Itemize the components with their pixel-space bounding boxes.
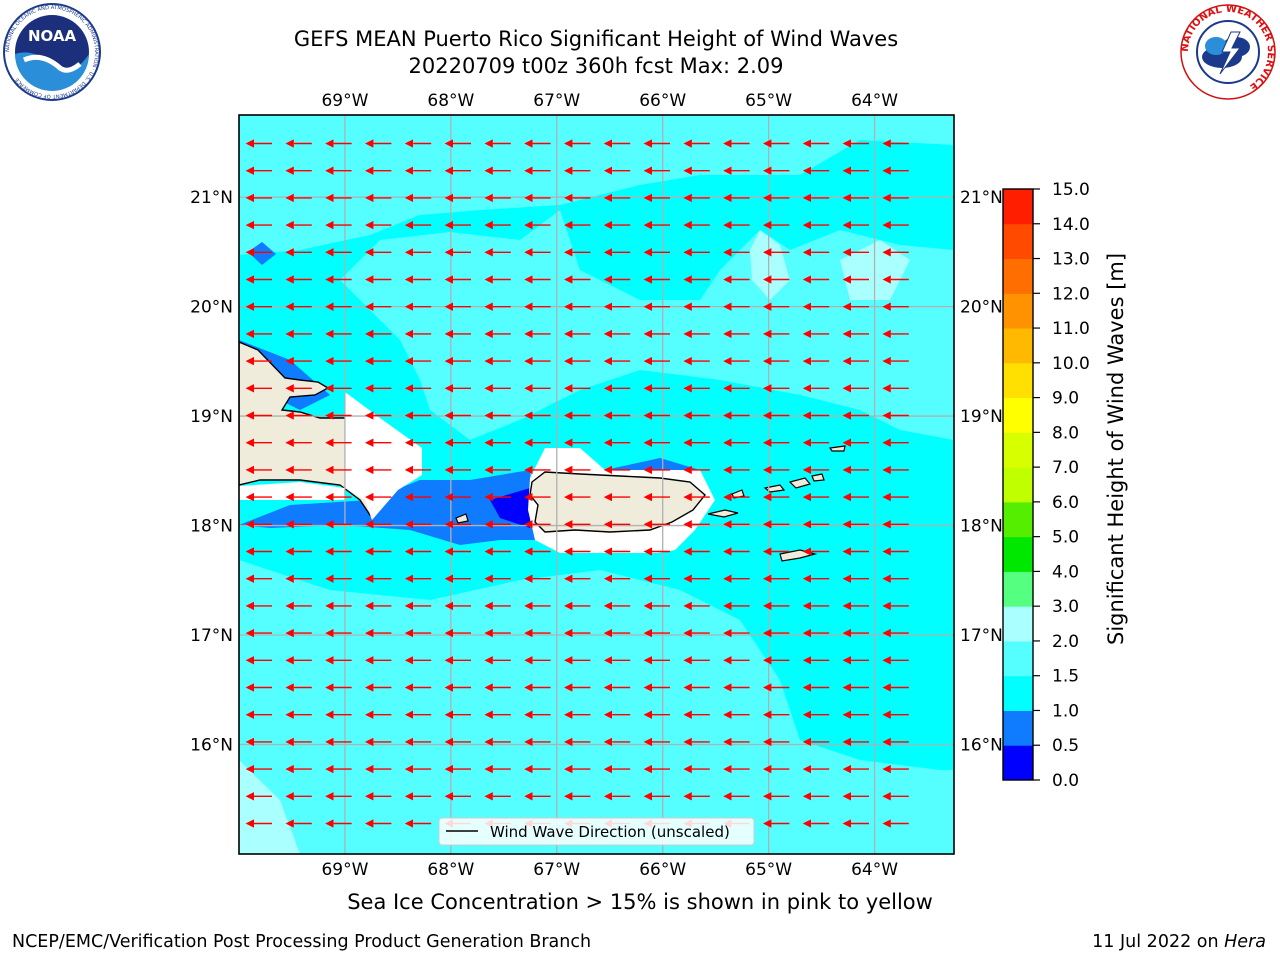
footer-date: 11 Jul 2022 on Hera — [1092, 932, 1266, 952]
lon-tick-label-bottom: 69°W — [321, 860, 368, 880]
lat-tick-labels-right: 21°N 20°N 19°N 18°N 17°N 16°N — [960, 188, 1003, 755]
colorbar-bin — [1003, 501, 1033, 538]
colorbar-bin — [1003, 675, 1033, 711]
colorbar-tick-label: 4.0 — [1052, 562, 1079, 582]
wave-direction-arrows — [245, 139, 909, 828]
land-mona-island — [455, 513, 469, 524]
colorbar-bin — [1003, 710, 1033, 746]
colorbar-tick-label: 2.0 — [1052, 632, 1079, 652]
colorbar-tick-label: 1.0 — [1052, 701, 1079, 721]
colorbar-tick-label: 5.0 — [1052, 528, 1079, 548]
colorbar-bin — [1003, 362, 1033, 399]
lat-tick-labels-left: 21°N 20°N 19°N 18°N 17°N 16°N — [190, 188, 233, 755]
land-virgin-islands — [731, 473, 825, 499]
colorbar-bin — [1003, 328, 1033, 364]
colorbar-tick-label: 13.0 — [1052, 250, 1090, 270]
sea-ice-note: Sea Ice Concentration > 15% is shown in … — [347, 890, 933, 914]
colorbar: 0.0 0.5 1.0 1.5 2.0 3.0 4.0 5.0 6.0 7.0 8.0 9.0 10.0… — [1003, 180, 1090, 791]
lat-tick-label-right: 20°N — [960, 298, 1003, 318]
title-line-1: GEFS MEAN Puerto Rico Significant Height… — [293, 27, 899, 51]
colorbar-bin — [1003, 571, 1033, 607]
lon-tick-labels-top: 69°W 68°W 67°W 66°W 65°W 64°W — [321, 91, 898, 111]
lon-tick-label-top: 69°W — [321, 91, 368, 111]
map-legend: Wind Wave Direction (unscaled) — [438, 817, 755, 846]
wave-field-2p0-northeast — [750, 230, 790, 300]
lon-tick-label-bottom: 65°W — [745, 860, 792, 880]
wave-field-2p0-southwest — [239, 760, 300, 854]
title-line-2: 20220709 t00z 360h fcst Max: 2.09 — [408, 54, 784, 78]
lon-tick-label-bottom: 67°W — [533, 860, 580, 880]
noaa-logo-text: NOAA — [28, 27, 77, 45]
lon-tick-label-top: 66°W — [639, 91, 686, 111]
colorbar-tick-label: 10.0 — [1052, 354, 1090, 374]
colorbar-tick-label: 3.0 — [1052, 597, 1079, 617]
colorbar-bin — [1003, 258, 1033, 294]
footer-host: Hera — [1224, 932, 1266, 952]
land-puerto-rico — [529, 471, 706, 533]
colorbar-tick-label: 0.5 — [1052, 736, 1079, 756]
lon-tick-label-top: 67°W — [533, 91, 580, 111]
lon-tick-labels-bottom: 69°W 68°W 67°W 66°W 65°W 64°W — [321, 860, 898, 880]
nws-logo: NATIONAL WEATHER SERVICE — [1180, 4, 1276, 100]
lat-tick-label-right: 18°N — [960, 517, 1003, 537]
legend-label: Wind Wave Direction (unscaled) — [490, 823, 730, 841]
lat-tick-label-right: 16°N — [960, 736, 1003, 756]
lon-tick-label-bottom: 66°W — [639, 860, 686, 880]
lat-tick-label-right: 17°N — [960, 626, 1003, 646]
colorbar-bin — [1003, 606, 1033, 642]
colorbar-tick-label: 11.0 — [1052, 319, 1090, 339]
wave-field-1p5-north — [239, 115, 954, 255]
wave-field-0p0-monapassage — [490, 488, 530, 528]
lon-tick-label-bottom: 64°W — [851, 860, 898, 880]
lat-tick-label-right: 19°N — [960, 407, 1003, 427]
map-frame — [238, 114, 955, 855]
lat-tick-label-left: 17°N — [190, 626, 233, 646]
noaa-logo: NOAA NATIONAL OCEANIC AND ATMOSPHERIC AD… — [3, 3, 101, 101]
colorbar-tick-label: 15.0 — [1052, 180, 1090, 200]
lat-tick-label-left: 19°N — [190, 407, 233, 427]
colorbar-tick-label: 0.0 — [1052, 771, 1079, 791]
chart-title: GEFS MEAN Puerto Rico Significant Height… — [246, 26, 946, 80]
colorbar-label: Significant Height of Wind Waves [m] — [1104, 252, 1128, 645]
colorbar-bin — [1003, 223, 1033, 260]
land-anegada — [828, 445, 846, 452]
colorbar-tick-label: 1.5 — [1052, 667, 1079, 687]
colorbar-bin — [1003, 432, 1033, 468]
colorbar-tick-label: 14.0 — [1052, 215, 1090, 235]
lat-tick-label-left: 21°N — [190, 188, 233, 208]
gridlines — [239, 115, 954, 854]
lat-tick-label-left: 16°N — [190, 736, 233, 756]
colorbar-bin — [1003, 189, 1033, 225]
colorbar-frame — [1002, 188, 1034, 781]
colorbar-tick-label: 8.0 — [1052, 423, 1079, 443]
colorbar-bin — [1003, 536, 1033, 572]
land-hispaniola-halo — [239, 392, 422, 520]
colorbar-tick-label: 9.0 — [1052, 389, 1079, 409]
map-area — [239, 115, 954, 854]
lat-tick-label-right: 21°N — [960, 188, 1003, 208]
footer-credit: NCEP/EMC/Verification Post Processing Pr… — [12, 932, 592, 952]
colorbar-tick-label: 7.0 — [1052, 458, 1079, 478]
lon-tick-label-bottom: 68°W — [427, 860, 474, 880]
wave-field-0p5-monapassage — [239, 470, 535, 545]
lon-tick-label-top: 68°W — [427, 91, 474, 111]
wave-field-0p5-small — [248, 242, 276, 265]
land-vieques — [707, 509, 739, 518]
lat-tick-label-left: 20°N — [190, 298, 233, 318]
lat-tick-label-left: 18°N — [190, 517, 233, 537]
colorbar-bin — [1003, 397, 1033, 433]
lon-tick-label-top: 64°W — [851, 91, 898, 111]
colorbar-bin — [1003, 467, 1033, 503]
colorbar-tick-label: 6.0 — [1052, 493, 1079, 513]
colorbar-bin — [1003, 293, 1033, 329]
footer-date-text: 11 Jul 2022 on — [1092, 932, 1225, 952]
colorbar-bin — [1003, 640, 1033, 677]
colorbar-bin — [1003, 745, 1033, 781]
colorbar-tick-label: 12.0 — [1052, 284, 1090, 304]
wave-field-1p5-northcentral — [340, 210, 954, 440]
lon-tick-label-top: 65°W — [745, 91, 792, 111]
